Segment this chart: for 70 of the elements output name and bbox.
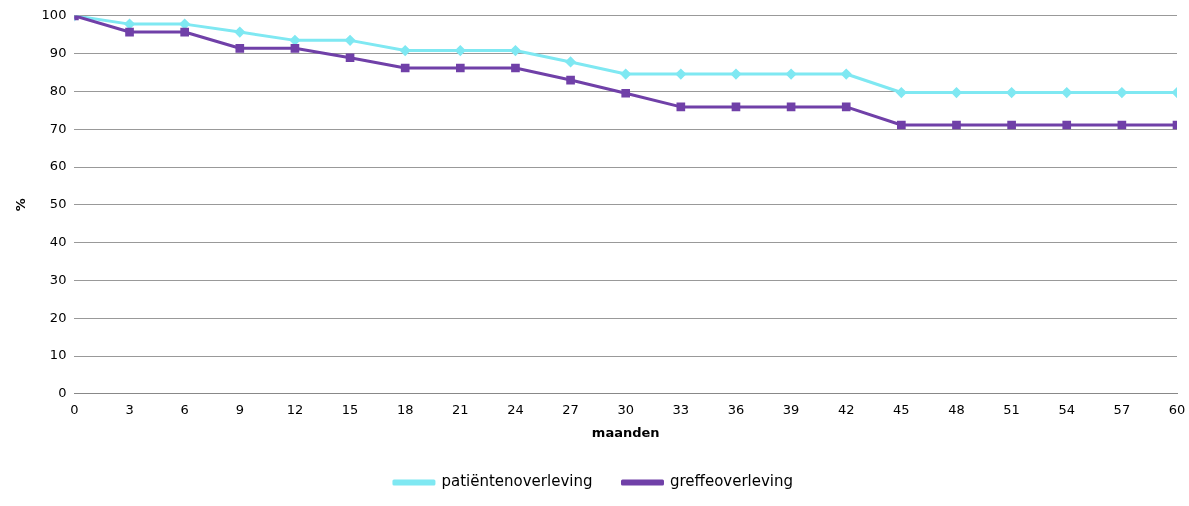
point (234, 27, 245, 38)
x-tick-label: 6 (180, 401, 189, 417)
point (400, 63, 410, 73)
point (455, 63, 465, 73)
x-tick-label: 51 (1003, 401, 1020, 417)
point (235, 43, 245, 53)
point (565, 56, 576, 67)
x-tick-label: 18 (396, 401, 414, 417)
point (896, 87, 907, 98)
point (566, 75, 575, 85)
point (841, 102, 851, 112)
x-tick-label: 42 (837, 401, 855, 417)
x-tick-label: 12 (286, 401, 304, 417)
point (951, 87, 962, 98)
point (345, 53, 355, 63)
x-tick-label: 36 (727, 401, 745, 417)
point (1061, 87, 1072, 98)
point (400, 45, 411, 56)
y-tick-label: 90 (49, 44, 67, 60)
point (1007, 120, 1016, 130)
x-tick-label: 27 (562, 401, 579, 417)
y-tick-label: 40 (49, 233, 67, 249)
legend-label: greffeoverleving (669, 472, 794, 491)
point (841, 69, 852, 80)
y-tick-label: 60 (49, 158, 67, 174)
legend-label: patiëntenoverleving (441, 472, 593, 491)
x-tick-label: 24 (507, 401, 524, 417)
y-axis-title: % (13, 198, 29, 212)
point (621, 88, 631, 98)
x-tick-label: 54 (1058, 401, 1076, 417)
y-tick-label: 20 (49, 309, 67, 325)
y-tick-label: 100 (41, 7, 67, 23)
point (455, 45, 466, 56)
x-axis-title: maanden (591, 424, 660, 440)
point (675, 69, 686, 80)
point (786, 102, 796, 112)
y-tick-label: 80 (49, 82, 67, 98)
point (897, 120, 906, 130)
y-tick-label: 30 (49, 271, 67, 287)
y-tick-label: 50 (49, 196, 67, 212)
x-tick-label: 15 (341, 401, 359, 417)
y-tick-label: 70 (49, 120, 67, 136)
x-tick-label: 45 (893, 401, 910, 417)
x-tick-label: 60 (1168, 401, 1186, 417)
y-tick-label: 10 (49, 347, 67, 363)
x-tick-label: 57 (1113, 401, 1131, 417)
point (730, 69, 741, 80)
y-tick-label: 0 (58, 385, 67, 401)
point (345, 35, 356, 46)
point (125, 27, 134, 37)
point (620, 69, 631, 80)
x-tick-label: 48 (948, 401, 965, 417)
point (1006, 87, 1017, 98)
point (731, 102, 741, 112)
point (676, 102, 686, 112)
x-tick-label: 30 (617, 401, 634, 417)
x-tick-label: 0 (70, 401, 79, 417)
x-tick-label: 33 (672, 401, 690, 417)
point (786, 69, 797, 80)
x-tick-label: 9 (235, 401, 244, 417)
point (1062, 120, 1072, 130)
point (180, 27, 189, 37)
x-tick-label: 21 (452, 401, 469, 417)
point (510, 45, 521, 56)
point (1117, 120, 1127, 130)
point (511, 63, 520, 73)
x-tick-label: 3 (125, 401, 134, 417)
x-tick-label: 39 (782, 401, 800, 417)
point (290, 43, 300, 53)
point (952, 120, 961, 130)
